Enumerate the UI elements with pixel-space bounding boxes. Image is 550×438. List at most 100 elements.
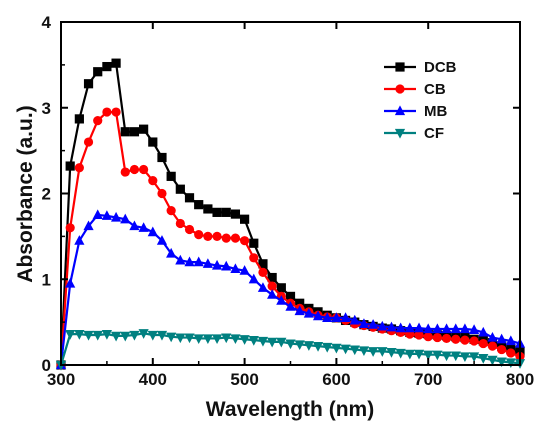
axes: 300 400 500 600 700 800 0 1 2 3 4 (42, 13, 535, 389)
data-point-mb (404, 322, 415, 333)
data-point-dcb (249, 238, 259, 248)
x-axis-label: Wavelength (nm) (206, 398, 374, 421)
data-point-mb (487, 331, 498, 342)
data-point-cf (74, 330, 85, 340)
data-point-cb (451, 334, 461, 344)
data-point-cf (285, 339, 296, 350)
data-point-mb (368, 319, 379, 329)
data-point-cf (340, 344, 351, 355)
data-point-dcb (65, 161, 75, 171)
series-line-cb (59, 110, 521, 366)
data-point-dcb (157, 152, 167, 163)
data-point-cf (358, 346, 370, 357)
data-point-cf (294, 340, 305, 351)
data-point-mb (120, 213, 131, 224)
data-point-cb (267, 281, 277, 291)
data-point-cf (221, 333, 232, 344)
data-point-dcb (120, 127, 130, 137)
data-point-mb (138, 222, 149, 232)
data-point-cb (111, 107, 121, 117)
data-point-cb (258, 267, 268, 277)
data-point-mb (441, 323, 452, 334)
data-point-mb (221, 260, 232, 271)
data-point-cf (147, 330, 158, 341)
data-point-dcb (276, 283, 286, 293)
data-point-dcb (166, 171, 176, 181)
y-axis-label: Absorbance (a.u.) (14, 105, 37, 282)
y-tick-label: 1 (42, 270, 51, 289)
data-point-cb (441, 333, 452, 344)
data-point-mb (184, 256, 195, 267)
data-point-mb (257, 282, 269, 292)
data-point-mb (322, 312, 333, 322)
data-point-mb (193, 256, 204, 267)
data-point-cf (129, 330, 140, 341)
legend-marker-cb (395, 84, 405, 94)
data-point-mb (230, 263, 241, 274)
data-point-cf (257, 336, 269, 347)
data-point-cf (110, 331, 122, 342)
legend-marker-dcb (395, 62, 405, 72)
data-point-cf (138, 329, 149, 339)
data-point-dcb (285, 291, 296, 301)
legend: DCB CB MB CF (384, 59, 457, 142)
data-point-cb (139, 164, 149, 175)
data-point-mb (312, 310, 324, 321)
data-point-cf (505, 358, 516, 369)
data-point-dcb (139, 124, 149, 134)
data-point-cf (156, 330, 168, 341)
data-point-mb (239, 265, 250, 275)
data-point-cf (83, 330, 94, 341)
x-tick-label: 500 (230, 370, 258, 389)
legend-marker-mb (394, 105, 406, 116)
data-point-dcb (93, 67, 103, 77)
data-point-dcb (230, 209, 241, 219)
data-point-cb (249, 253, 259, 263)
data-point-mb (505, 335, 516, 346)
data-point-cb (414, 330, 424, 340)
data-point-mb (349, 314, 360, 325)
data-point-cb (240, 236, 250, 246)
data-point-dcb (175, 184, 185, 194)
data-point-cb (478, 338, 488, 349)
data-point-dcb (203, 204, 213, 214)
data-point-cb (469, 336, 479, 346)
data-point-cb (83, 137, 94, 147)
data-point-cb (423, 332, 433, 342)
data-point-cf (487, 355, 498, 366)
data-point-cf (459, 352, 471, 363)
data-point-cf (230, 334, 241, 345)
data-point-mb (74, 235, 85, 245)
data-point-mb (423, 323, 434, 334)
data-point-cf (202, 334, 213, 345)
data-point-cf (276, 337, 287, 348)
data-point-mb (156, 235, 168, 245)
data-point-cb (129, 164, 140, 175)
legend-label-mb: MB (424, 103, 447, 120)
data-point-dcb (83, 79, 94, 89)
data-point-mb (110, 211, 122, 222)
data-point-dcb (111, 58, 121, 68)
legend-marker-cf (394, 128, 406, 139)
data-point-cf (120, 331, 131, 342)
data-point-cf (478, 354, 489, 364)
data-point-mb (303, 307, 314, 318)
data-point-cf (450, 351, 461, 362)
data-point-cb (120, 167, 130, 177)
series-line-dcb (59, 62, 521, 366)
data-point-dcb (184, 193, 195, 203)
x-tick-label: 300 (47, 370, 75, 389)
data-point-cb (497, 344, 507, 355)
data-point-cf (101, 330, 112, 340)
legend-label-cf: CF (424, 125, 444, 142)
data-point-mb (340, 312, 351, 322)
data-point-mb (166, 247, 177, 258)
data-point-cb (184, 224, 195, 235)
data-point-mb (267, 289, 278, 299)
data-point-cb (157, 188, 167, 199)
data-point-dcb (212, 207, 222, 217)
data-point-mb (101, 210, 112, 220)
data-point-mb (285, 301, 296, 311)
data-point-dcb (240, 214, 250, 224)
legend-label-dcb: DCB (424, 59, 457, 76)
